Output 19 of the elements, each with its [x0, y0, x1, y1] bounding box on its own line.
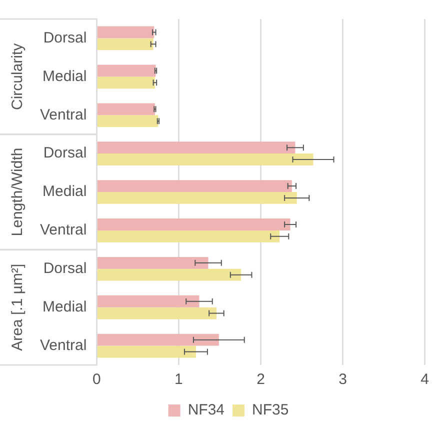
y-tick-label: Medial	[42, 183, 87, 200]
x-tick-label: 0	[92, 371, 101, 388]
y-tick-label: Ventral	[40, 106, 87, 124]
text: Area [.1 µm²]	[9, 264, 26, 351]
y-tick-label: Dorsal	[43, 29, 87, 46]
y-tick-label: Dorsal	[43, 144, 87, 162]
x-tick-label: 3	[338, 371, 347, 388]
y-tick-label: Medial	[42, 298, 87, 316]
y-tick-label: Dorsal	[43, 260, 87, 278]
y-tick-label: Medial	[42, 68, 87, 85]
x-tick-label: 1	[174, 371, 183, 388]
text: Circularity	[9, 42, 26, 110]
x-tick-label: 4	[420, 371, 429, 388]
legend-label: NF35	[252, 402, 289, 419]
y-tick-label: Ventral	[40, 222, 87, 239]
x-tick-label: 2	[256, 371, 265, 388]
text: Length/Width	[9, 148, 26, 236]
y-tick-label: Ventral	[40, 336, 87, 354]
legend-label: NF34	[188, 402, 225, 419]
